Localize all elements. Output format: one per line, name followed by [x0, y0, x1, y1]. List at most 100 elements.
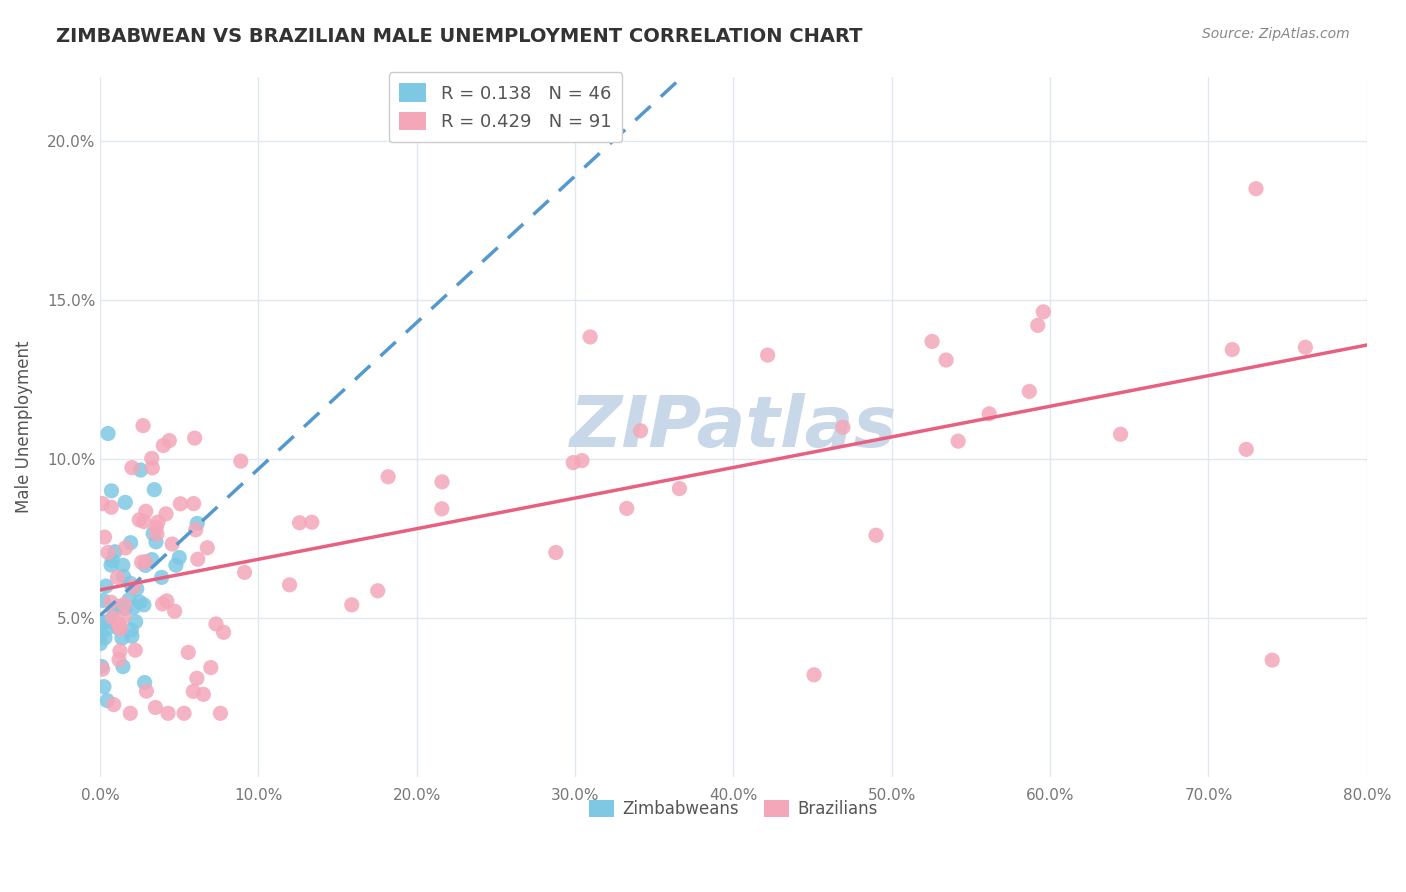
Point	[803, 668, 825, 682]
Point	[114, 495, 136, 509]
Point	[367, 583, 389, 598]
Point	[125, 582, 148, 596]
Point	[1244, 182, 1267, 196]
Point	[200, 660, 222, 674]
Point	[120, 576, 142, 591]
Point	[120, 623, 142, 637]
Point	[156, 594, 179, 608]
Point	[93, 680, 115, 694]
Point	[668, 482, 690, 496]
Point	[1018, 384, 1040, 399]
Point	[233, 566, 256, 580]
Point	[1026, 318, 1049, 333]
Point	[89, 636, 111, 650]
Point	[921, 334, 943, 349]
Point	[91, 593, 114, 607]
Point	[114, 541, 136, 555]
Point	[1032, 305, 1054, 319]
Point	[155, 507, 177, 521]
Point	[186, 671, 208, 685]
Point	[145, 534, 167, 549]
Point	[979, 407, 1001, 421]
Point	[157, 706, 180, 721]
Point	[121, 629, 143, 643]
Point	[141, 552, 163, 566]
Point	[157, 434, 180, 448]
Text: ZIMBABWEAN VS BRAZILIAN MALE UNEMPLOYMENT CORRELATION CHART: ZIMBABWEAN VS BRAZILIAN MALE UNEMPLOYMEN…	[56, 27, 863, 45]
Point	[91, 662, 114, 676]
Point	[145, 520, 167, 534]
Point	[107, 621, 129, 635]
Point	[181, 684, 204, 698]
Point	[90, 627, 112, 641]
Point	[103, 698, 125, 712]
Point	[134, 555, 156, 569]
Text: Source: ZipAtlas.com: Source: ZipAtlas.com	[1202, 27, 1350, 41]
Point	[146, 527, 169, 541]
Point	[107, 570, 129, 584]
Point	[571, 453, 593, 467]
Y-axis label: Male Unemployment: Male Unemployment	[15, 341, 32, 514]
Point	[91, 615, 114, 630]
Point	[100, 500, 122, 515]
Point	[377, 469, 399, 483]
Point	[935, 353, 957, 368]
Point	[97, 545, 120, 559]
Point	[544, 545, 567, 559]
Point	[112, 609, 135, 624]
Point	[108, 652, 131, 666]
Point	[111, 631, 134, 645]
Point	[107, 599, 129, 614]
Point	[101, 610, 124, 624]
Point	[112, 569, 135, 583]
Point	[97, 426, 120, 441]
Point	[111, 659, 134, 673]
Point	[160, 537, 183, 551]
Point	[169, 497, 191, 511]
Point	[195, 541, 218, 555]
Text: ZIPatlas: ZIPatlas	[569, 392, 897, 462]
Point	[134, 675, 156, 690]
Point	[141, 460, 163, 475]
Point	[630, 424, 652, 438]
Point	[107, 617, 129, 632]
Point	[163, 604, 186, 618]
Point	[145, 700, 167, 714]
Point	[135, 504, 157, 518]
Point	[177, 645, 200, 659]
Point	[152, 438, 174, 452]
Point	[90, 659, 112, 673]
Point	[288, 516, 311, 530]
Point	[131, 555, 153, 569]
Point	[209, 706, 232, 721]
Point	[579, 330, 602, 344]
Point	[101, 553, 124, 567]
Point	[118, 592, 141, 607]
Point	[124, 643, 146, 657]
Point	[193, 687, 215, 701]
Point	[111, 558, 134, 573]
Point	[183, 431, 205, 445]
Point	[122, 580, 145, 594]
Point	[128, 595, 150, 609]
Point	[96, 621, 118, 635]
Point	[97, 615, 120, 629]
Legend: Zimbabweans, Brazilians: Zimbabweans, Brazilians	[582, 793, 884, 824]
Point	[122, 600, 145, 615]
Point	[187, 552, 209, 566]
Point	[146, 515, 169, 529]
Point	[1294, 340, 1316, 354]
Point	[142, 526, 165, 541]
Point	[121, 460, 143, 475]
Point	[430, 501, 453, 516]
Point	[212, 625, 235, 640]
Point	[946, 434, 969, 449]
Point	[562, 456, 585, 470]
Point	[110, 622, 132, 636]
Point	[108, 619, 131, 633]
Point	[301, 515, 323, 529]
Point	[124, 615, 146, 629]
Point	[132, 418, 155, 433]
Point	[184, 523, 207, 537]
Point	[96, 693, 118, 707]
